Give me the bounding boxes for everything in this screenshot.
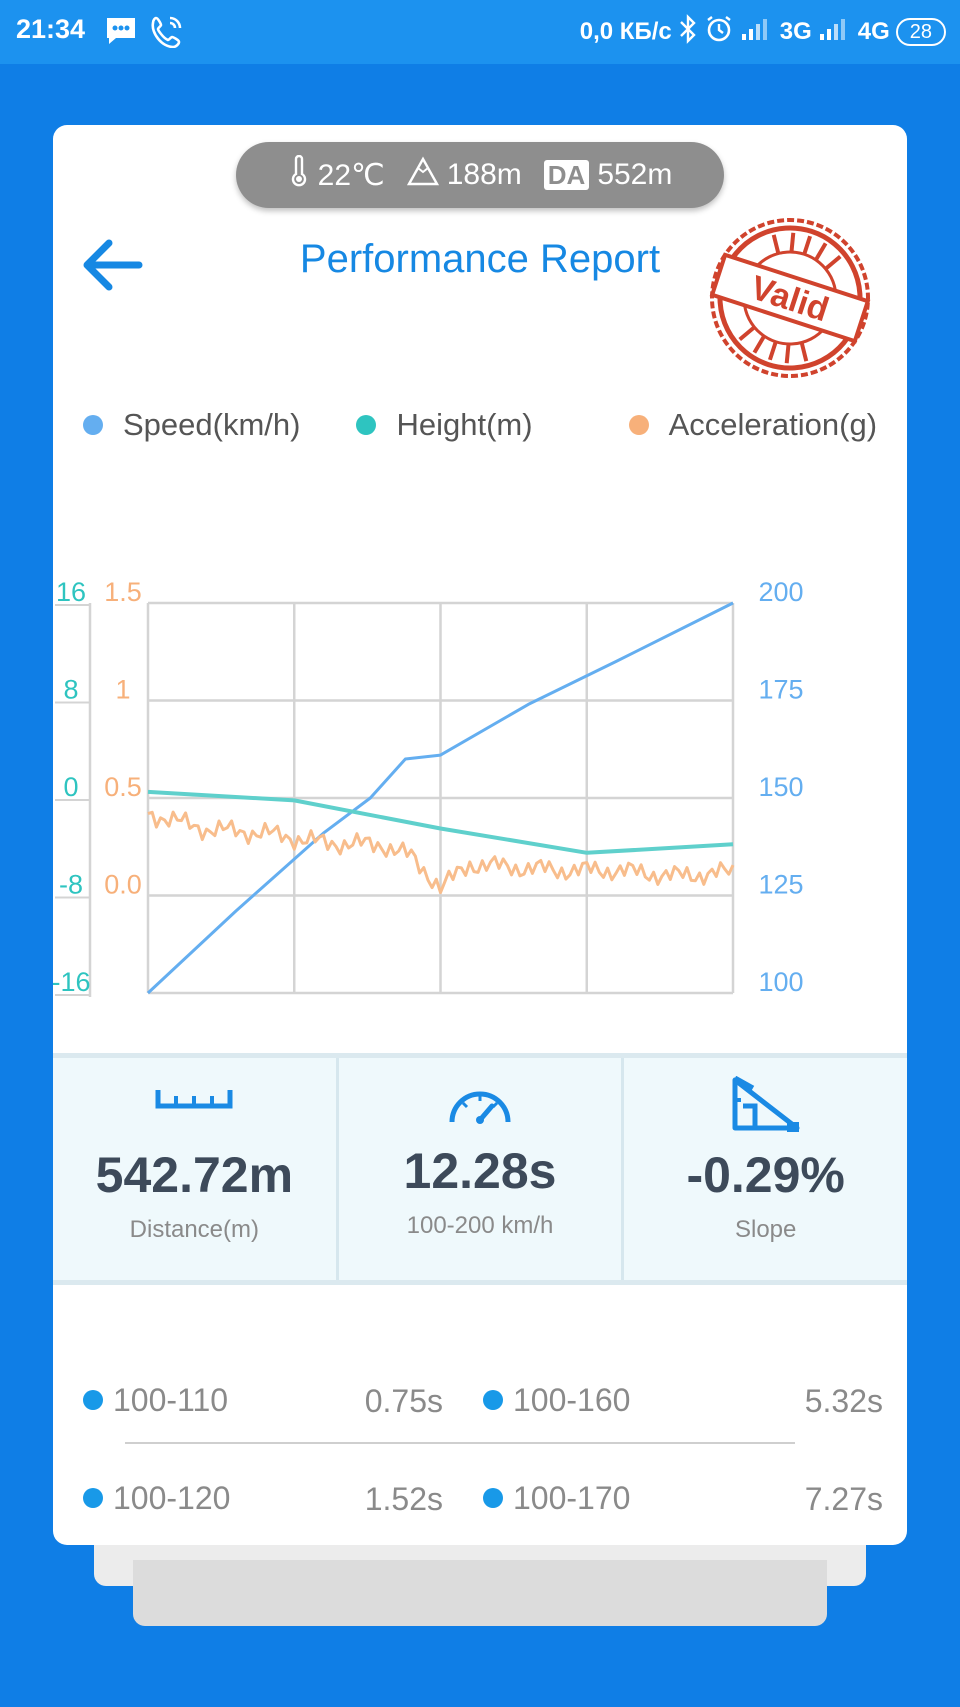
split-dot	[483, 1390, 503, 1410]
series-line-height	[147, 789, 734, 855]
split-item: 100-170	[483, 1473, 630, 1523]
chart-legend: Speed(km/h) Height(m) Acceleration(g)	[83, 407, 907, 443]
split-dot	[83, 1390, 103, 1410]
accel-tick-label: 1	[115, 675, 130, 705]
stat-slope: -0.29% Slope	[621, 1058, 907, 1280]
valid-stamp: Valid	[705, 213, 875, 383]
slope-icon	[731, 1075, 801, 1137]
ruler-icon	[155, 1086, 233, 1115]
distance-value: 542.72m	[95, 1147, 294, 1203]
performance-chart: 16 8 0 -8 -16 1.5 1 0.5 0.0 200 175 150 125 100	[53, 577, 804, 997]
speed-tick-label: 125	[758, 870, 803, 900]
mountain-icon	[406, 156, 439, 194]
accel-tick-label: 0.5	[104, 772, 142, 802]
time-label: 100-200 km/h	[406, 1212, 554, 1239]
network-speed: 0,0 КБ/с	[579, 18, 672, 45]
legend-item-height: Height(m)	[356, 407, 533, 443]
back-arrow-icon	[83, 239, 143, 291]
split-time: 7.27s	[804, 1481, 883, 1517]
back-button[interactable]	[77, 235, 147, 295]
split-item: 100-110	[83, 1375, 228, 1425]
alarm-icon	[704, 14, 734, 51]
legend-item-speed: Speed(km/h)	[83, 407, 300, 443]
split-item: 100-160	[483, 1375, 630, 1425]
speed-tick-label: 100	[758, 967, 803, 997]
speed-tick-label: 200	[758, 577, 803, 607]
signal-icon	[740, 16, 774, 49]
legend-label: Speed(km/h)	[123, 407, 301, 442]
time-value: 12.28s	[403, 1143, 557, 1199]
altitude-item: 188m	[406, 156, 522, 194]
status-right: 0,0 КБ/с 3G 4G 28	[579, 13, 946, 51]
page-title: Performance Report	[299, 237, 661, 281]
signal-icon	[818, 16, 852, 49]
density-altitude-item: DA 552m	[543, 158, 673, 192]
split-time: 1.52s	[364, 1481, 443, 1517]
temperature-value: 22℃	[317, 158, 385, 192]
bluetooth-icon	[678, 13, 698, 51]
stat-time: 12.28s 100-200 km/h	[335, 1058, 622, 1280]
legend-dot	[356, 415, 377, 435]
altitude-value: 188m	[446, 158, 522, 191]
height-tick-label: 16	[56, 577, 86, 607]
accel-tick-label: 0.0	[104, 870, 142, 900]
split-dot	[83, 1488, 103, 1508]
height-tick-label: -8	[59, 870, 83, 900]
sim2-type: 4G	[857, 18, 890, 45]
split-range: 100-160	[513, 1381, 631, 1418]
density-altitude-value: 552m	[597, 158, 673, 191]
distance-label: Distance(m)	[129, 1216, 260, 1243]
phone-icon	[150, 14, 184, 53]
status-bar: 21:34 0,0 КБ/с 3G 4G 28	[0, 0, 960, 64]
legend-label: Acceleration(g)	[668, 407, 878, 442]
thermometer-icon	[288, 154, 310, 195]
split-item: 100-120	[83, 1473, 230, 1523]
height-tick-label: 0	[63, 772, 78, 802]
split-row: 100-110 0.75s 100-160 5.32s	[83, 1375, 883, 1425]
series-line-accel	[147, 810, 735, 895]
legend-label: Height(m)	[396, 407, 533, 442]
slope-label: Slope	[734, 1216, 797, 1243]
sim1-type: 3G	[779, 18, 812, 45]
temperature-item: 22℃	[288, 154, 385, 195]
speed-tick-label: 150	[758, 772, 803, 802]
card-stack-shadow	[133, 1560, 827, 1626]
split-dot	[483, 1488, 503, 1508]
battery-indicator: 28	[895, 18, 946, 46]
split-range: 100-110	[113, 1381, 229, 1418]
density-altitude-badge: DA	[543, 160, 590, 190]
speed-tick-label: 175	[758, 675, 803, 705]
split-row: 100-120 1.52s 100-170 7.27s	[83, 1473, 883, 1523]
series-line-speed	[146, 601, 734, 995]
split-time: 0.75s	[364, 1383, 443, 1419]
legend-dot	[83, 415, 103, 435]
status-time: 21:34	[16, 14, 86, 44]
performance-report-card: 22℃ 188m DA 552m Performance Report	[53, 125, 907, 1545]
legend-dot	[628, 415, 649, 435]
split-range: 100-120	[113, 1479, 231, 1516]
accel-tick-label: 1.5	[104, 577, 142, 607]
stats-panel: 542.72m Distance(m) 12.28s 100-200 km/h …	[53, 1053, 907, 1285]
stat-distance: 542.72m Distance(m)	[53, 1058, 336, 1280]
split-time: 5.32s	[804, 1383, 883, 1419]
slope-value: -0.29%	[686, 1147, 845, 1203]
height-tick-label: 8	[63, 675, 78, 705]
conditions-pill: 22℃ 188m DA 552m	[236, 142, 724, 208]
legend-item-acceleration: Acceleration(g)	[628, 407, 878, 443]
split-range: 100-170	[513, 1479, 631, 1516]
message-icon	[104, 14, 138, 53]
row-divider	[125, 1442, 795, 1444]
height-tick-label: -16	[53, 967, 91, 997]
speedometer-icon	[447, 1082, 513, 1131]
